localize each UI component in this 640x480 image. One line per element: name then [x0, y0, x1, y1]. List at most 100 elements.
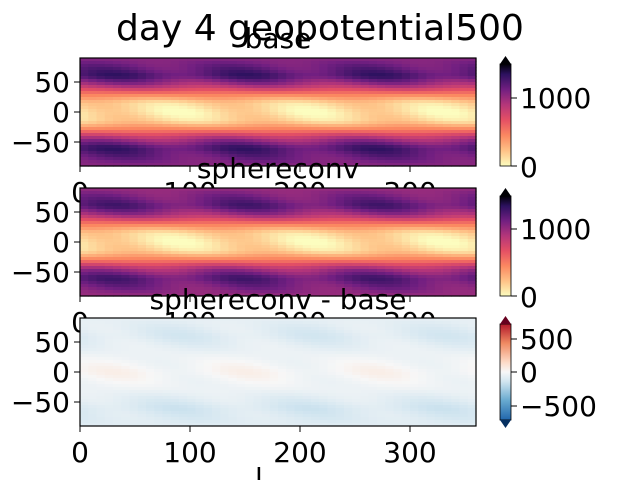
heatmap-cell — [203, 284, 213, 288]
heatmap-cell — [467, 336, 477, 340]
heatmap-cell — [426, 115, 436, 119]
heatmap-cell — [451, 227, 461, 231]
heatmap-cell — [368, 133, 378, 137]
heatmap-cell — [426, 327, 436, 331]
heatmap-cell — [253, 275, 263, 279]
heatmap-cell — [335, 221, 345, 225]
heatmap-cell — [187, 245, 197, 249]
heatmap-cell — [327, 221, 337, 225]
heatmap-cell — [401, 67, 411, 71]
heatmap-cell — [426, 67, 436, 71]
heatmap-cell — [368, 121, 378, 125]
heatmap-cell — [187, 263, 197, 267]
heatmap-cell — [385, 124, 395, 128]
heatmap-cell — [311, 266, 320, 270]
heatmap-cell — [195, 293, 205, 297]
heatmap-cell — [154, 112, 164, 116]
heatmap-cell — [179, 369, 188, 373]
heatmap-cell — [269, 67, 279, 71]
heatmap-cell — [146, 293, 155, 297]
heatmap-cell — [278, 230, 287, 234]
heatmap-cell — [212, 284, 221, 288]
heatmap-cell — [137, 372, 147, 376]
heatmap-cell — [393, 94, 403, 98]
heatmap-cell — [294, 163, 304, 167]
heatmap-cell — [327, 384, 337, 388]
heatmap-cell — [443, 348, 452, 352]
heatmap-cell — [245, 251, 254, 255]
heatmap-cell — [154, 333, 164, 337]
heatmap-cell — [253, 154, 263, 158]
heatmap-cell — [104, 324, 114, 328]
heatmap-cell — [410, 103, 419, 107]
heatmap-cell — [278, 375, 287, 379]
heatmap-cell — [451, 200, 461, 204]
heatmap-cell — [393, 387, 403, 391]
heatmap-cell — [443, 272, 452, 276]
heatmap-cell — [146, 58, 155, 62]
heatmap-cell — [104, 272, 114, 276]
heatmap-cell — [401, 375, 411, 379]
heatmap-cell — [170, 73, 180, 77]
heatmap-cell — [187, 275, 197, 279]
heatmap-cell — [195, 357, 205, 361]
heatmap-cell — [162, 203, 172, 207]
heatmap-cell — [434, 118, 444, 122]
heatmap-cell — [311, 333, 320, 337]
heatmap-cell — [104, 163, 114, 167]
heatmap-cell — [96, 112, 106, 116]
heatmap-cell — [104, 103, 114, 107]
heatmap-cell — [401, 85, 411, 89]
heatmap-cell — [467, 378, 477, 382]
heatmap-cell — [377, 408, 386, 412]
heatmap-cell — [179, 73, 188, 77]
heatmap-cell — [401, 139, 411, 143]
heatmap-cell — [88, 97, 98, 101]
heatmap-cell — [459, 242, 469, 246]
heatmap-cell — [451, 76, 461, 80]
heatmap-cell — [80, 357, 89, 361]
heatmap-cell — [96, 263, 106, 267]
heatmap-cell — [377, 378, 386, 382]
heatmap-cell — [245, 58, 254, 62]
heatmap-cell — [88, 70, 98, 74]
heatmap-cell — [294, 381, 304, 385]
heatmap-cell — [129, 384, 139, 388]
heatmap-cell — [434, 333, 444, 337]
heatmap-cell — [203, 194, 213, 198]
heatmap-cell — [146, 121, 155, 125]
heatmap-cell — [88, 100, 98, 104]
heatmap-cell — [385, 109, 395, 113]
heatmap-cell — [212, 408, 221, 412]
heatmap-cell — [253, 278, 263, 282]
heatmap-cell — [253, 363, 263, 367]
heatmap-cell — [245, 70, 254, 74]
heatmap-cell — [88, 230, 98, 234]
heatmap-cell — [385, 127, 395, 131]
heatmap-cell — [269, 106, 279, 110]
heatmap-cell — [253, 212, 263, 216]
heatmap-cell — [344, 408, 353, 412]
heatmap-cell — [344, 127, 353, 131]
heatmap-cell — [393, 245, 403, 249]
heatmap-cell — [327, 351, 337, 355]
heatmap-cell — [302, 91, 312, 95]
heatmap-cell — [212, 342, 221, 346]
heatmap-cell — [385, 339, 395, 343]
heatmap-cell — [368, 200, 378, 204]
heatmap-cell — [261, 275, 271, 279]
heatmap-cell — [443, 345, 452, 349]
heatmap-cell — [377, 245, 386, 249]
heatmap-cell — [113, 142, 122, 146]
heatmap-cell — [377, 109, 386, 113]
heatmap-cell — [129, 248, 139, 252]
heatmap-cell — [311, 139, 320, 143]
heatmap-cell — [236, 375, 246, 379]
heatmap-cell — [360, 224, 370, 228]
heatmap-cell — [443, 278, 452, 282]
heatmap-cell — [261, 378, 271, 382]
heatmap-cell — [278, 148, 287, 152]
heatmap-cell — [385, 354, 395, 358]
heatmap-cell — [451, 260, 461, 264]
heatmap-cell — [80, 73, 89, 77]
